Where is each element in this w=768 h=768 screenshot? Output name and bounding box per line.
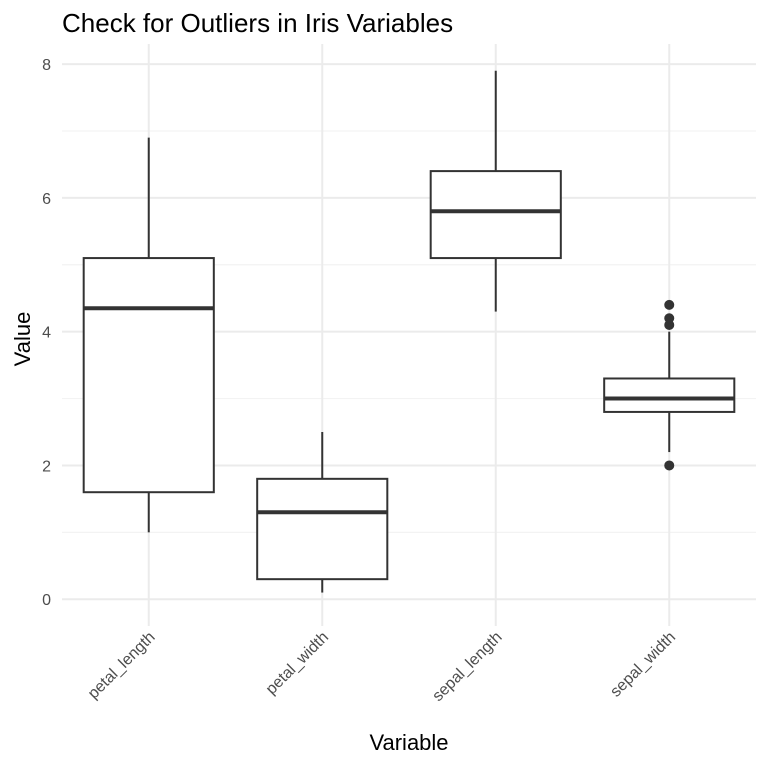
box-petal_length — [82, 137, 215, 533]
box-petal_width — [256, 432, 389, 593]
box-iqr — [256, 477, 389, 581]
y-tick-label: 0 — [42, 592, 51, 609]
x-tick-label: sepal_width — [607, 629, 679, 701]
chart-title: Check for Outliers in Iris Variables — [62, 8, 453, 38]
box-iqr — [429, 170, 562, 260]
x-tick-label: petal_length — [85, 629, 159, 703]
boxplot-series — [82, 70, 736, 593]
y-tick-label: 8 — [42, 57, 51, 74]
box-iqr — [82, 257, 215, 494]
outlier-point — [664, 313, 675, 324]
box-sepal_length — [429, 70, 562, 312]
box-sepal_width — [603, 299, 736, 471]
x-tick-label: sepal_length — [429, 629, 505, 705]
y-tick-label: 4 — [42, 325, 51, 342]
outlier-point — [664, 299, 675, 310]
y-axis-title: Value — [10, 312, 35, 367]
y-tick-label: 2 — [42, 458, 51, 475]
outlier-point — [664, 460, 675, 471]
y-axis-ticks: 0 2 4 6 8 — [42, 57, 51, 609]
x-tick-label: petal_width — [263, 629, 332, 698]
y-tick-label: 6 — [42, 191, 51, 208]
x-axis-ticks: petal_length petal_width sepal_length sepal… — [85, 629, 679, 705]
box-iqr — [603, 377, 736, 413]
x-axis-title: Variable — [369, 730, 448, 755]
